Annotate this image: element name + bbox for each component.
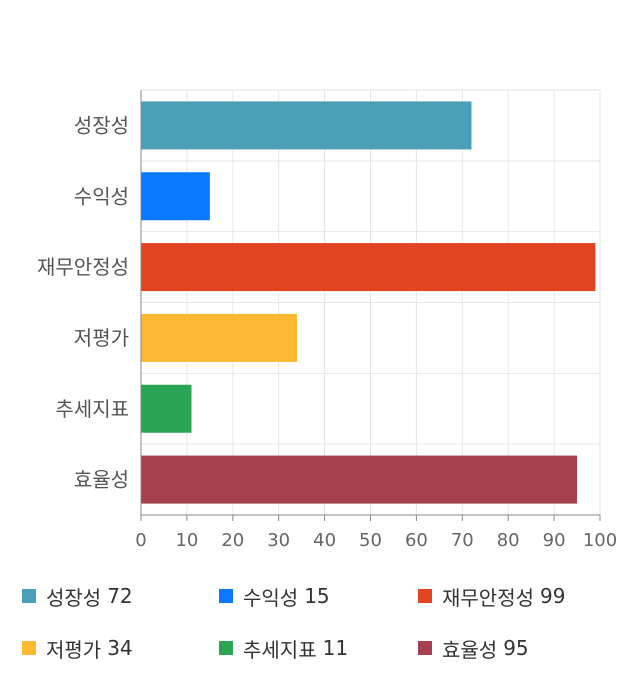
legend-item-undervaluation[interactable]: 저평가 34 bbox=[22, 636, 219, 662]
legend-label: 추세지표 bbox=[243, 637, 317, 662]
legend-swatch bbox=[418, 641, 432, 655]
bar[interactable] bbox=[141, 101, 472, 150]
x-tick-label: 0 bbox=[135, 530, 146, 551]
y-tick-label: 효율성 bbox=[74, 468, 129, 492]
legend-label: 성장성 bbox=[46, 585, 102, 610]
x-tick-label: 30 bbox=[267, 530, 290, 551]
legend-item-efficiency[interactable]: 효율성 95 bbox=[418, 636, 628, 662]
legend-label: 효율성 bbox=[442, 637, 498, 662]
legend-swatch bbox=[219, 589, 233, 603]
legend-swatch bbox=[22, 641, 36, 655]
legend-value: 15 bbox=[304, 584, 330, 608]
legend-value: 95 bbox=[503, 636, 529, 660]
legend-value: 72 bbox=[107, 584, 133, 608]
x-tick-label: 90 bbox=[543, 530, 566, 551]
x-tick-label: 80 bbox=[497, 530, 520, 551]
legend-swatch bbox=[22, 589, 36, 603]
y-tick-label: 성장성 bbox=[74, 113, 129, 137]
legend-item-financial-stability[interactable]: 재무안정성 99 bbox=[418, 584, 628, 610]
legend-value: 11 bbox=[322, 636, 349, 660]
bar[interactable] bbox=[141, 313, 298, 362]
x-tick-label: 70 bbox=[451, 530, 474, 551]
legend-label: 재무안정성 bbox=[442, 585, 534, 610]
y-tick-label: 추세지표 bbox=[55, 397, 129, 421]
legend-label: 수익성 bbox=[243, 585, 299, 610]
x-tick-label: 40 bbox=[313, 530, 336, 551]
x-tick-label: 50 bbox=[359, 530, 382, 551]
x-tick-label: 60 bbox=[405, 530, 428, 551]
bar[interactable] bbox=[141, 172, 210, 221]
y-tick-label: 수익성 bbox=[74, 184, 129, 208]
legend-swatch bbox=[219, 641, 233, 655]
x-tick-label: 10 bbox=[175, 530, 198, 551]
legend-value: 34 bbox=[107, 636, 133, 660]
legend-label: 저평가 bbox=[46, 637, 102, 662]
x-tick-label: 100 bbox=[583, 530, 617, 551]
legend-item-profitability[interactable]: 수익성 15 bbox=[219, 584, 418, 610]
legend-swatch bbox=[418, 589, 432, 603]
y-tick-label: 재무안정성 bbox=[37, 255, 129, 279]
legend-item-growth[interactable]: 성장성 72 bbox=[22, 584, 219, 610]
y-tick-label: 저평가 bbox=[74, 326, 129, 350]
legend-value: 99 bbox=[540, 584, 566, 608]
bar[interactable] bbox=[141, 384, 192, 433]
bar[interactable] bbox=[141, 455, 578, 504]
legend: 성장성 72 수익성 15 재무안정성 99 저평가 34 추세지표 11 효율… bbox=[22, 584, 632, 662]
bar[interactable] bbox=[141, 243, 596, 292]
x-tick-label: 20 bbox=[221, 530, 244, 551]
legend-item-trend-indicator[interactable]: 추세지표 11 bbox=[219, 636, 418, 662]
